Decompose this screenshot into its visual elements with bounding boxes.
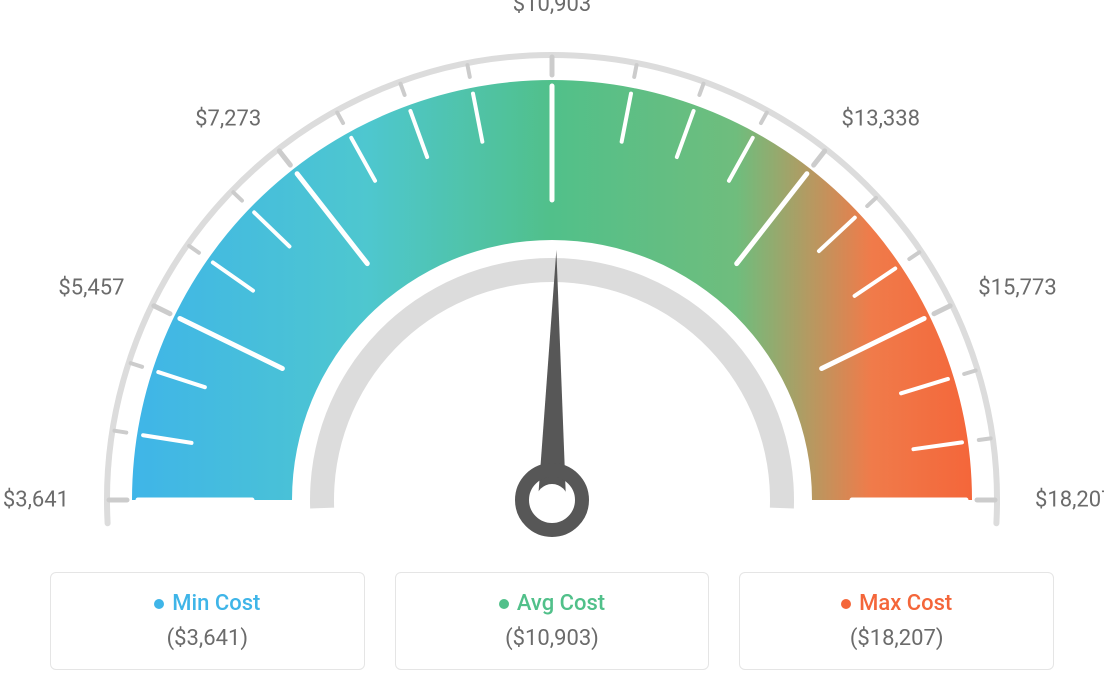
legend-value-max: ($18,207) [760, 626, 1033, 651]
legend-value-avg: ($10,903) [416, 626, 689, 651]
legend-dot-max [841, 599, 851, 609]
gauge-tick-label: $5,457 [58, 276, 124, 301]
legend-row: Min Cost ($3,641) Avg Cost ($10,903) Max… [50, 572, 1054, 670]
gauge-tick-label: $13,338 [842, 107, 921, 132]
legend-box-avg: Avg Cost ($10,903) [395, 572, 710, 670]
legend-title-avg: Avg Cost [416, 591, 689, 616]
legend-box-min: Min Cost ($3,641) [50, 572, 365, 670]
gauge-svg [0, 0, 1104, 550]
legend-dot-avg [499, 599, 509, 609]
gauge-tick-label: $10,903 [513, 0, 592, 17]
gauge-tick-label: $15,773 [978, 276, 1057, 301]
legend-title-min: Min Cost [71, 591, 344, 616]
legend-title-max-text: Max Cost [859, 591, 952, 616]
legend-title-min-text: Min Cost [172, 591, 260, 616]
gauge-tick-label: $7,273 [195, 107, 261, 132]
gauge-tick-label: $3,641 [3, 488, 69, 513]
legend-dot-min [154, 599, 164, 609]
legend-title-max: Max Cost [760, 591, 1033, 616]
gauge-tick-label: $18,207 [1035, 488, 1104, 513]
legend-title-avg-text: Avg Cost [517, 591, 605, 616]
legend-box-max: Max Cost ($18,207) [739, 572, 1054, 670]
legend-value-min: ($3,641) [71, 626, 344, 651]
gauge-chart: $3,641 $5,457 $7,273 $10,903 $13,338 $15,773 $… [0, 0, 1104, 550]
